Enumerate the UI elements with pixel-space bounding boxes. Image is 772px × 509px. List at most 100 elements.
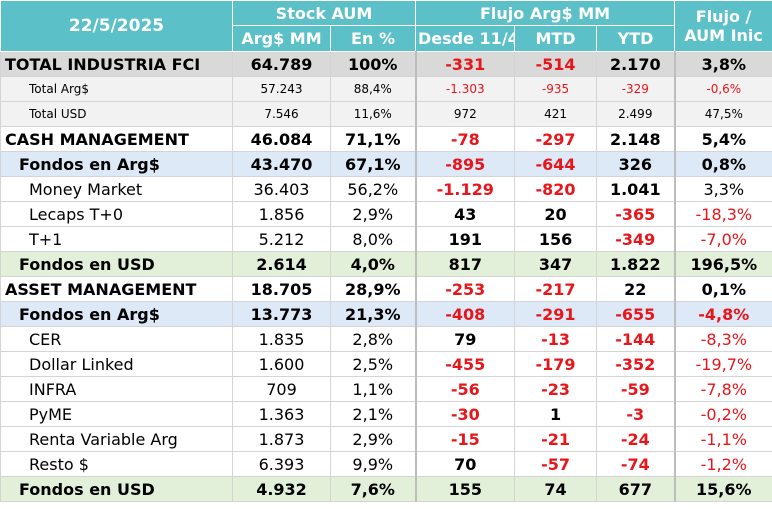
table-row: Total USD 7.546 11,6% 972 421 2.499 47,5% <box>0 101 772 127</box>
cell-mtd: 421 <box>514 101 598 127</box>
col-mtd-header: MTD <box>514 25 598 52</box>
cell-ratio: -18,3% <box>673 201 772 227</box>
cell-pct: 2,1% <box>329 401 417 427</box>
cell-ytd: 1.822 <box>596 251 676 277</box>
header-row-2: Arg$ MM En % Desde 11/4 MTD YTD <box>1 25 772 52</box>
cell-ratio: -19,7% <box>673 351 772 377</box>
cell-pct: 2,5% <box>329 351 417 377</box>
table-row: Dollar Linked 1.600 2,5% -455 -179 -352 -19,7% <box>0 351 772 377</box>
cell-mtd: -57 <box>514 451 598 477</box>
cell-label: Money Market <box>0 176 233 202</box>
cell-pct: 88,4% <box>329 76 417 102</box>
cell-pct: 2,9% <box>329 426 417 452</box>
cell-ratio: -7,0% <box>673 226 772 252</box>
cell-mtd: -291 <box>514 301 598 327</box>
cell-label: Renta Variable Arg <box>0 426 233 452</box>
cell-ytd: 1.041 <box>596 176 676 202</box>
cell-since: -30 <box>414 401 516 427</box>
col-pct-header: En % <box>329 25 417 52</box>
cell-ratio: -1,2% <box>673 451 772 477</box>
col-stock-header: Arg$ MM <box>232 25 331 52</box>
cell-label: INFRA <box>0 376 233 402</box>
cell-mtd: -217 <box>514 276 598 302</box>
cell-ratio: -1,1% <box>673 426 772 452</box>
cell-ratio: -8,3% <box>673 326 772 352</box>
cell-label: Resto $ <box>0 451 233 477</box>
flow-ratio-line1: Flujo / <box>695 7 752 26</box>
cell-pct: 11,6% <box>329 101 417 127</box>
cell-label: PyME <box>0 401 233 427</box>
cell-mtd: -935 <box>514 76 598 102</box>
cell-pct: 71,1% <box>329 126 417 152</box>
cell-pct: 1,1% <box>329 376 417 402</box>
cell-since: -331 <box>414 51 516 77</box>
cell-stock: 7.546 <box>232 101 331 127</box>
table-row: Resto $6.393 9,9% 70 -57 -74 -1,2% <box>0 451 772 477</box>
col-since-header: Desde 11/4 <box>415 25 516 52</box>
cell-ytd: -365 <box>596 201 676 227</box>
table-row: T+1 5.212 8,0% 191 156 -349 -7,0% <box>0 226 772 252</box>
cell-ratio: 5,4% <box>673 126 772 152</box>
cell-stock: 46.084 <box>232 126 331 152</box>
flow-ratio-line2: AUM Inic <box>684 26 763 45</box>
cell-since: -895 <box>414 151 516 177</box>
cell-ytd: 677 <box>596 476 676 502</box>
cell-pct: 21,3% <box>329 301 417 327</box>
cell-ratio: -0,2% <box>673 401 772 427</box>
cell-pct: 4,0% <box>329 251 417 277</box>
cell-ytd: -349 <box>596 226 676 252</box>
cell-mtd: 1 <box>514 401 598 427</box>
table-row: Fondos en Arg$ 13.773 21,3% -408 -291 -655 -4,… <box>0 301 772 327</box>
table-row: Fondos en Arg$ 43.470 67,1% -895 -644 326 0,8% <box>0 151 772 177</box>
cell-mtd: 347 <box>514 251 598 277</box>
cell-ratio: -4,8% <box>673 301 772 327</box>
cell-ytd: 2.170 <box>596 51 676 77</box>
cell-label: Fondos en USD <box>0 476 233 502</box>
cell-ytd: 326 <box>596 151 676 177</box>
cell-since: -1.129 <box>414 176 516 202</box>
cell-pct: 2,9% <box>329 201 417 227</box>
cell-since: 972 <box>414 101 516 127</box>
cell-ratio: 47,5% <box>673 101 772 127</box>
cell-pct: 2,8% <box>329 326 417 352</box>
stock-aum-header: Stock AUM <box>231 0 417 26</box>
table-row: Fondos en USD 2.614 4,0% 817 347 1.822 196,5% <box>0 251 772 277</box>
cell-mtd: -644 <box>514 151 598 177</box>
cell-since: 43 <box>414 201 516 227</box>
cell-stock: 1.363 <box>232 401 331 427</box>
cell-ratio: 3,8% <box>673 51 772 77</box>
cell-ratio: 0,8% <box>673 151 772 177</box>
table-row: Total Arg$ 57.243 88,4% -1.303 -935 -329 -0,6% <box>0 76 772 102</box>
cell-stock: 709 <box>232 376 331 402</box>
cell-mtd: -23 <box>514 376 598 402</box>
cell-ytd: -59 <box>596 376 676 402</box>
cell-stock: 5.212 <box>232 226 331 252</box>
cell-since: 155 <box>414 476 516 502</box>
cell-mtd: 156 <box>514 226 598 252</box>
cell-since: -253 <box>414 276 516 302</box>
cell-label: ASSET MANAGEMENT <box>0 276 233 302</box>
cell-since: -15 <box>414 426 516 452</box>
cell-stock: 1.600 <box>232 351 331 377</box>
cell-label: Total Arg$ <box>0 76 233 102</box>
cell-stock: 18.705 <box>232 276 331 302</box>
cell-ytd: -74 <box>596 451 676 477</box>
cell-label: Fondos en Arg$ <box>0 301 233 327</box>
cell-pct: 8,0% <box>329 226 417 252</box>
table-row: TOTAL INDUSTRIA FCI 64.789 100% -331 -514 2.1… <box>0 51 772 77</box>
table-row: Money Market 36.403 56,2% -1.129 -820 1.041 3,… <box>0 176 772 202</box>
cell-ratio: 196,5% <box>673 251 772 277</box>
cell-ytd: 2.148 <box>596 126 676 152</box>
cell-stock: 6.393 <box>232 451 331 477</box>
cell-since: -408 <box>414 301 516 327</box>
cell-ratio: 15,6% <box>673 476 772 502</box>
cell-stock: 36.403 <box>232 176 331 202</box>
cell-stock: 1.873 <box>232 426 331 452</box>
cell-since: -1.303 <box>414 76 516 102</box>
cell-label: Total USD <box>0 101 233 127</box>
cell-pct: 56,2% <box>329 176 417 202</box>
cell-since: 191 <box>414 226 516 252</box>
cell-mtd: -13 <box>514 326 598 352</box>
cell-mtd: -820 <box>514 176 598 202</box>
cell-label: T+1 <box>0 226 233 252</box>
